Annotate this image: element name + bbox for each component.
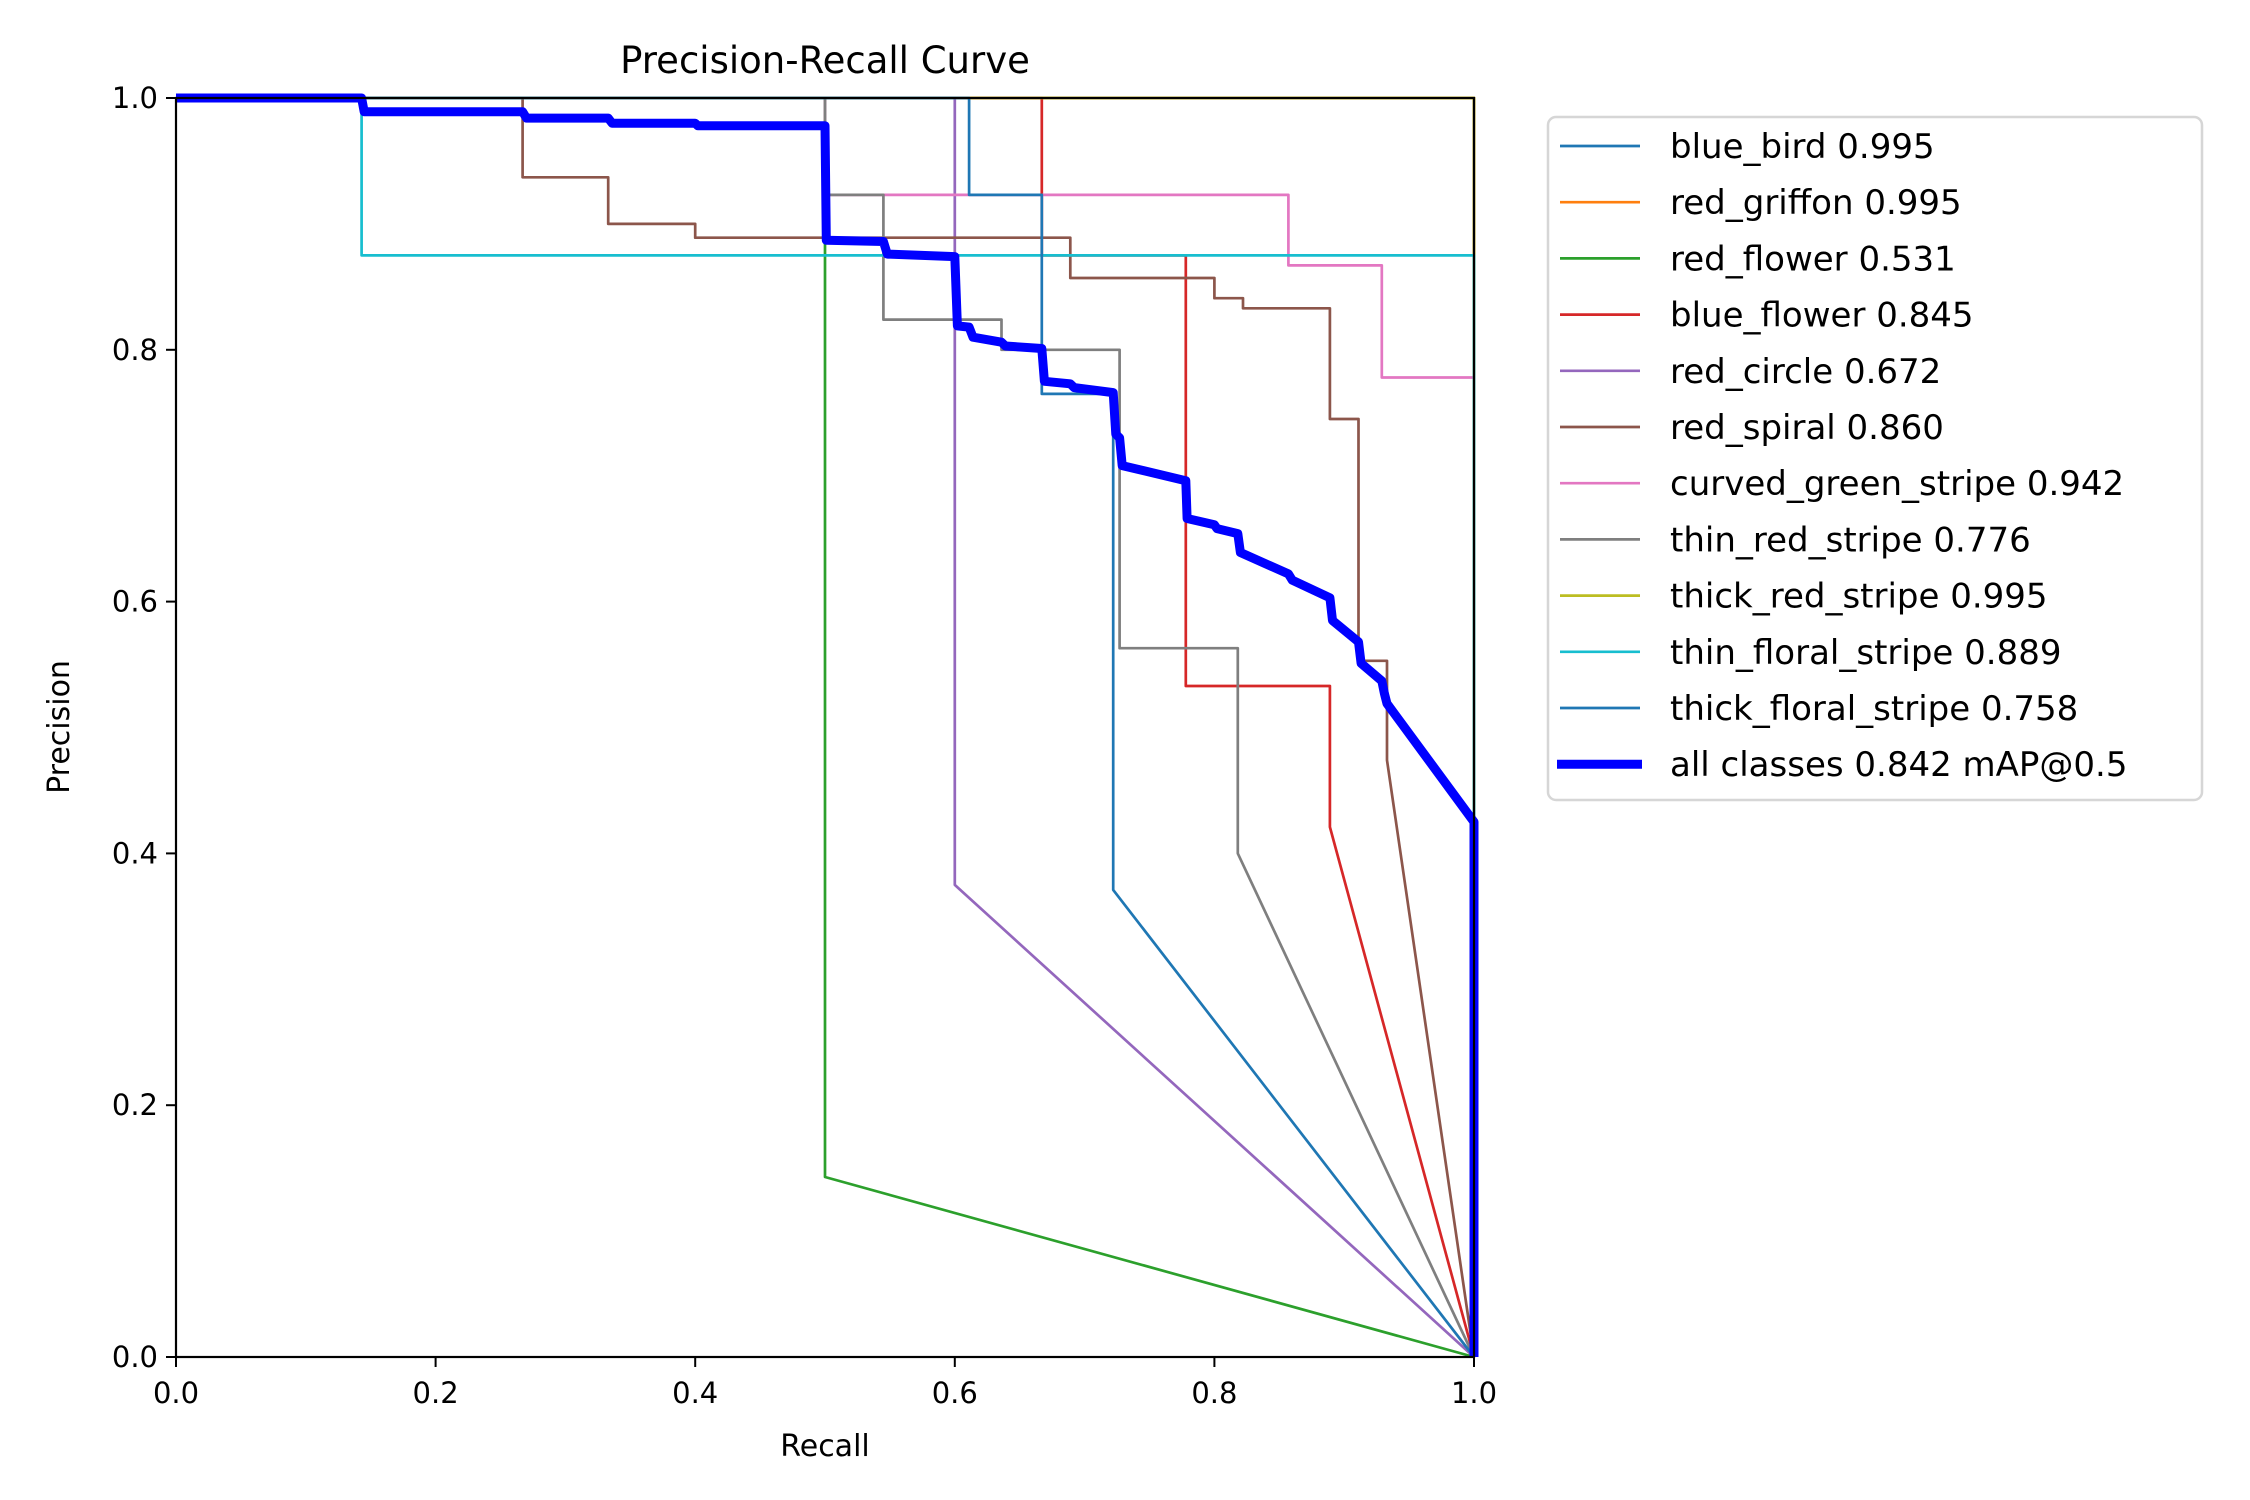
legend-label-6: curved_green_stripe 0.942 xyxy=(1670,464,2124,504)
legend-label-1: red_griffon 0.995 xyxy=(1670,183,1962,223)
legend-label-2: red_flower 0.531 xyxy=(1670,239,1956,279)
series-line-11 xyxy=(176,93,1479,1357)
legend-label-0: blue_bird 0.995 xyxy=(1670,127,1935,167)
legend-label-4: red_circle 0.672 xyxy=(1670,352,1941,392)
x-axis: 0.0 0.2 0.4 0.6 0.8 1.0 xyxy=(153,1357,1497,1410)
chart-title: Precision-Recall Curve xyxy=(620,39,1030,82)
series-line-3 xyxy=(176,96,1476,1358)
y-tick-label: 0.4 xyxy=(112,836,158,870)
legend-label-9: thin_floral_stripe 0.889 xyxy=(1670,633,2061,673)
y-axis-label: Precision xyxy=(42,660,77,794)
plot-area xyxy=(176,93,1479,1359)
legend-label-3: blue_flower 0.845 xyxy=(1670,296,1974,336)
legend-label-8: thick_red_stripe 0.995 xyxy=(1670,577,2048,617)
y-tick-label: 0.6 xyxy=(112,585,158,619)
series-line-10 xyxy=(176,96,1476,1358)
legend: blue_bird 0.995 red_griffon 0.995 red_flow… xyxy=(1546,115,2204,802)
x-tick-label: 0.0 xyxy=(153,1376,199,1410)
y-tick-label: 0.8 xyxy=(112,333,158,367)
x-tick-label: 0.6 xyxy=(932,1376,978,1410)
legend-box xyxy=(1546,115,2204,802)
y-tick-label: 0.0 xyxy=(112,1340,158,1374)
y-axis: 0.0 0.2 0.4 0.6 0.8 1.0 xyxy=(112,81,176,1374)
y-tick-label: 0.2 xyxy=(112,1088,158,1122)
legend-label-7: thin_red_stripe 0.776 xyxy=(1670,520,2031,560)
x-axis-label: Recall xyxy=(780,1429,870,1464)
legend-label-10: thick_floral_stripe 0.758 xyxy=(1670,689,2078,729)
series-line-5 xyxy=(176,96,1476,1358)
series-line-2 xyxy=(176,96,1475,1359)
x-tick-label: 0.8 xyxy=(1191,1376,1237,1410)
legend-label-5: red_spiral 0.860 xyxy=(1670,408,1944,448)
axes-frame xyxy=(174,96,1476,1359)
x-tick-label: 1.0 xyxy=(1451,1376,1497,1410)
y-tick-label: 1.0 xyxy=(112,81,158,115)
legend-label-11: all classes 0.842 mAP@0.5 xyxy=(1670,745,2127,785)
x-tick-label: 0.2 xyxy=(413,1376,459,1410)
x-tick-label: 0.4 xyxy=(672,1376,718,1410)
